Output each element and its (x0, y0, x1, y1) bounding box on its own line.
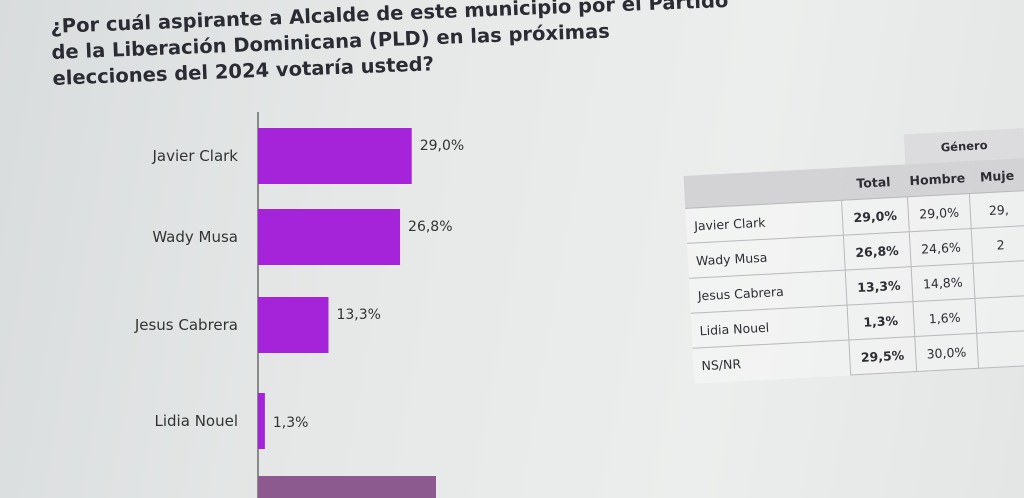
bar-lidia-nouel (258, 393, 265, 449)
cell-mujer: 2 (971, 225, 1024, 264)
category-label: Javier Clark (151, 147, 238, 165)
cell-mujer (974, 295, 1024, 334)
data-label: 13,3% (336, 307, 380, 323)
gender-table: Género Total Hombre Muje Javier Clark 29… (682, 128, 1024, 384)
category-label: Lidia Nouel (155, 412, 238, 430)
cell-total: 1,3% (847, 301, 915, 341)
cell-hombre: 29,0% (906, 193, 972, 232)
data-label: 29,0% (420, 138, 464, 154)
cell-hombre: 24,6% (908, 228, 974, 267)
cell-mujer (976, 330, 1024, 369)
category-label: Jesus Cabrera (134, 316, 238, 334)
cell-hombre: 30,0% (914, 333, 979, 372)
cell-total: 29,0% (841, 196, 909, 236)
column-header-total: Total (839, 164, 907, 201)
data-label: 26,8% (408, 219, 452, 235)
bar-partial-cut-off (258, 476, 436, 498)
data-label: 1,3% (273, 415, 309, 431)
cell-total: 13,3% (845, 266, 913, 306)
cell-mujer (973, 260, 1024, 299)
cell-hombre: 1,6% (912, 298, 977, 337)
bar-jesus-cabrera (258, 297, 329, 353)
cell-mujer: 29, (969, 190, 1024, 229)
bar-javier-clark (258, 128, 412, 184)
row-name: NS/NR (692, 340, 851, 384)
cell-total: 29,5% (848, 336, 917, 375)
bar-wady-musa (258, 209, 401, 265)
category-label: Wady Musa (152, 228, 238, 246)
column-header-hombre: Hombre (905, 161, 970, 197)
cell-hombre: 14,8% (910, 263, 975, 302)
column-header-mujer: Muje (967, 158, 1024, 194)
cell-total: 26,8% (843, 231, 911, 271)
